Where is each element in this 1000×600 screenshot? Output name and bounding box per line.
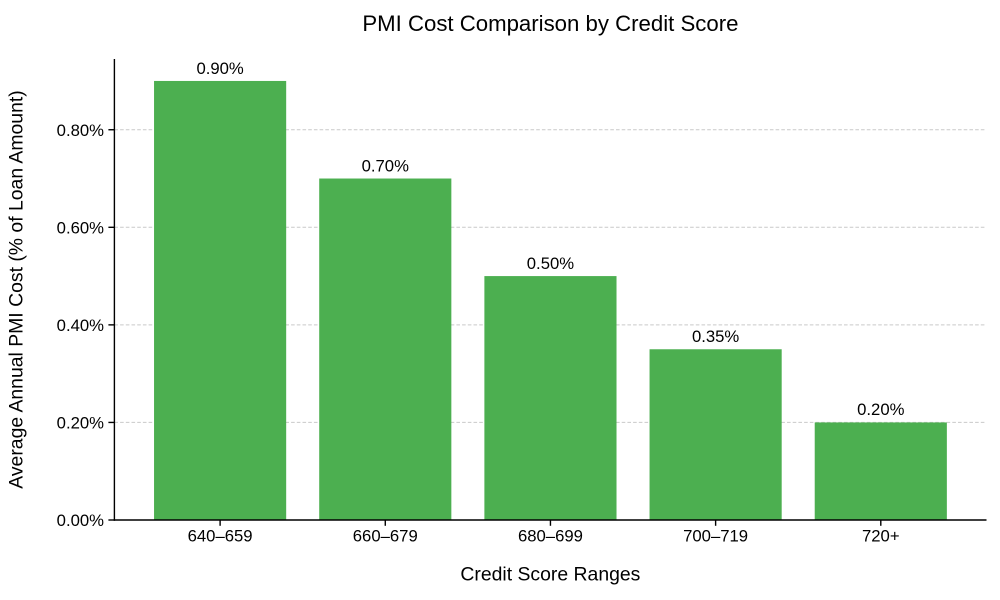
y-tick-label: 0.80% [57,121,104,140]
y-tick-label: 0.20% [57,414,104,433]
x-tick-label: 660–679 [353,527,418,546]
bar [154,80,287,520]
bar [484,276,617,520]
bar-value-labels: 0.90% 0.70% 0.50% 0.35% 0.20% [196,59,904,419]
bar [319,178,452,520]
y-tick-labels: 0.00% 0.20% 0.40% 0.60% 0.80% [57,121,104,530]
bar-value-label: 0.70% [362,156,409,175]
y-tick-label: 0.40% [57,316,104,335]
x-tick-label: 680–699 [518,527,583,546]
bar-value-label: 0.90% [196,59,243,78]
bar-value-label: 0.20% [857,400,904,419]
y-axis-label: Average Annual PMI Cost (% of Loan Amoun… [6,90,28,488]
y-tick-label: 0.60% [57,218,104,237]
x-tick-label: 640–659 [188,527,253,546]
y-tick-label: 0.00% [57,511,104,530]
x-tick-label: 700–719 [683,527,748,546]
tick-marks [108,129,882,526]
x-tick-labels: 640–659 660–679 680–699 700–719 720+ [188,527,900,546]
x-axis-label: Credit Score Ranges [460,564,640,586]
x-tick-label: 720+ [862,527,900,546]
bars [154,80,947,520]
bar [649,349,782,520]
bar [814,422,947,520]
chart-title: PMI Cost Comparison by Credit Score [362,11,738,36]
bar-value-label: 0.50% [527,254,574,273]
bar-value-label: 0.35% [692,327,739,346]
